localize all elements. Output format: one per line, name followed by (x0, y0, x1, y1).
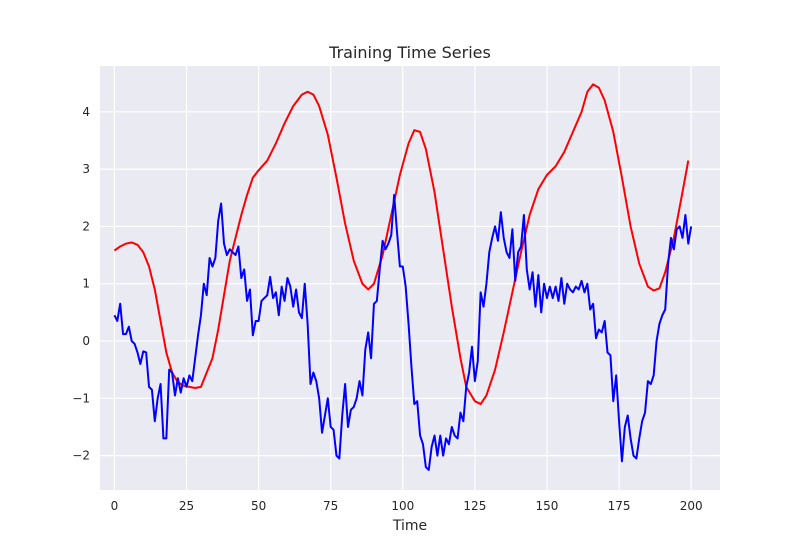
y-tick-label: 3 (82, 162, 90, 176)
y-tick-label: 0 (82, 334, 90, 348)
y-tick-label: 1 (82, 277, 90, 291)
x-tick-label: 100 (391, 499, 414, 513)
x-tick-label: 175 (608, 499, 631, 513)
x-tick-label: 25 (179, 499, 194, 513)
y-tick-label: −1 (72, 391, 90, 405)
plot-background (100, 66, 720, 490)
x-ticks: 0 25 50 75 100 125 150 175 200 (111, 499, 703, 513)
x-tick-label: 200 (680, 499, 703, 513)
x-tick-label: 0 (111, 499, 119, 513)
series-red-line (113, 83, 690, 406)
x-tick-label: 150 (536, 499, 559, 513)
grid (100, 66, 720, 490)
series-blue-line (113, 193, 693, 471)
series-layer (113, 83, 693, 471)
x-tick-label: 50 (251, 499, 266, 513)
y-tick-label: −2 (72, 449, 90, 463)
chart-title: Training Time Series (328, 43, 491, 62)
x-axis-label: Time (392, 518, 427, 534)
x-tick-label: 125 (463, 499, 486, 513)
y-tick-label: 4 (82, 105, 90, 119)
y-tick-label: 2 (82, 219, 90, 233)
x-tick-label: 75 (323, 499, 338, 513)
y-ticks: −2 −1 0 1 2 3 4 (72, 105, 90, 463)
